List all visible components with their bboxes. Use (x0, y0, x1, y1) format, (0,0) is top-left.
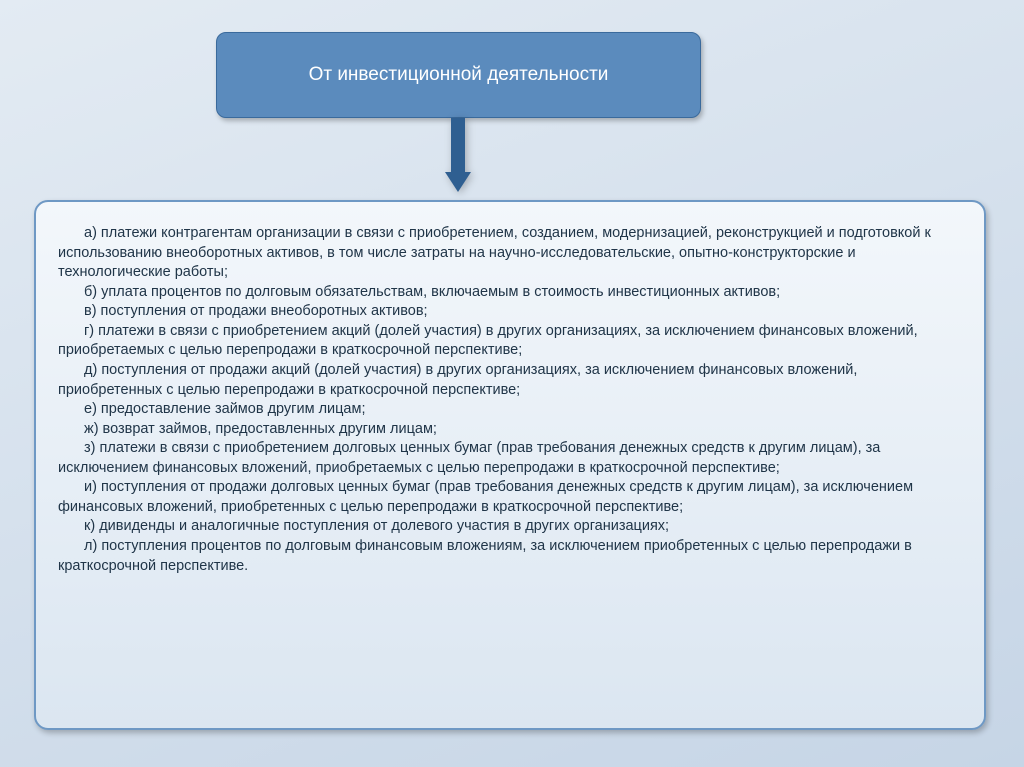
header-title: От инвестиционной деятельности (309, 63, 609, 87)
content-item: з) платежи в связи с приобретением долго… (58, 439, 962, 478)
content-item: ж) возврат займов, предоставленных други… (58, 420, 962, 440)
content-item: л) поступления процентов по долговым фин… (58, 537, 962, 576)
content-item: к) дивиденды и аналогичные поступления о… (58, 517, 962, 537)
content-item: б) уплата процентов по долговым обязател… (58, 283, 962, 303)
arrow-head (445, 172, 471, 192)
content-item: д) поступления от продажи акций (долей у… (58, 361, 962, 400)
content-item: г) платежи в связи с приобретением акций… (58, 322, 962, 361)
down-arrow-icon (445, 118, 471, 192)
content-box: а) платежи контрагентам организации в св… (34, 200, 986, 730)
content-text: а) платежи контрагентам организации в св… (58, 224, 962, 576)
content-item: и) поступления от продажи долговых ценны… (58, 478, 962, 517)
header-box: От инвестиционной деятельности (216, 32, 701, 118)
content-item: в) поступления от продажи внеоборотных а… (58, 302, 962, 322)
arrow-stem (451, 118, 465, 172)
content-item: е) предоставление займов другим лицам; (58, 400, 962, 420)
content-item: а) платежи контрагентам организации в св… (58, 224, 962, 283)
